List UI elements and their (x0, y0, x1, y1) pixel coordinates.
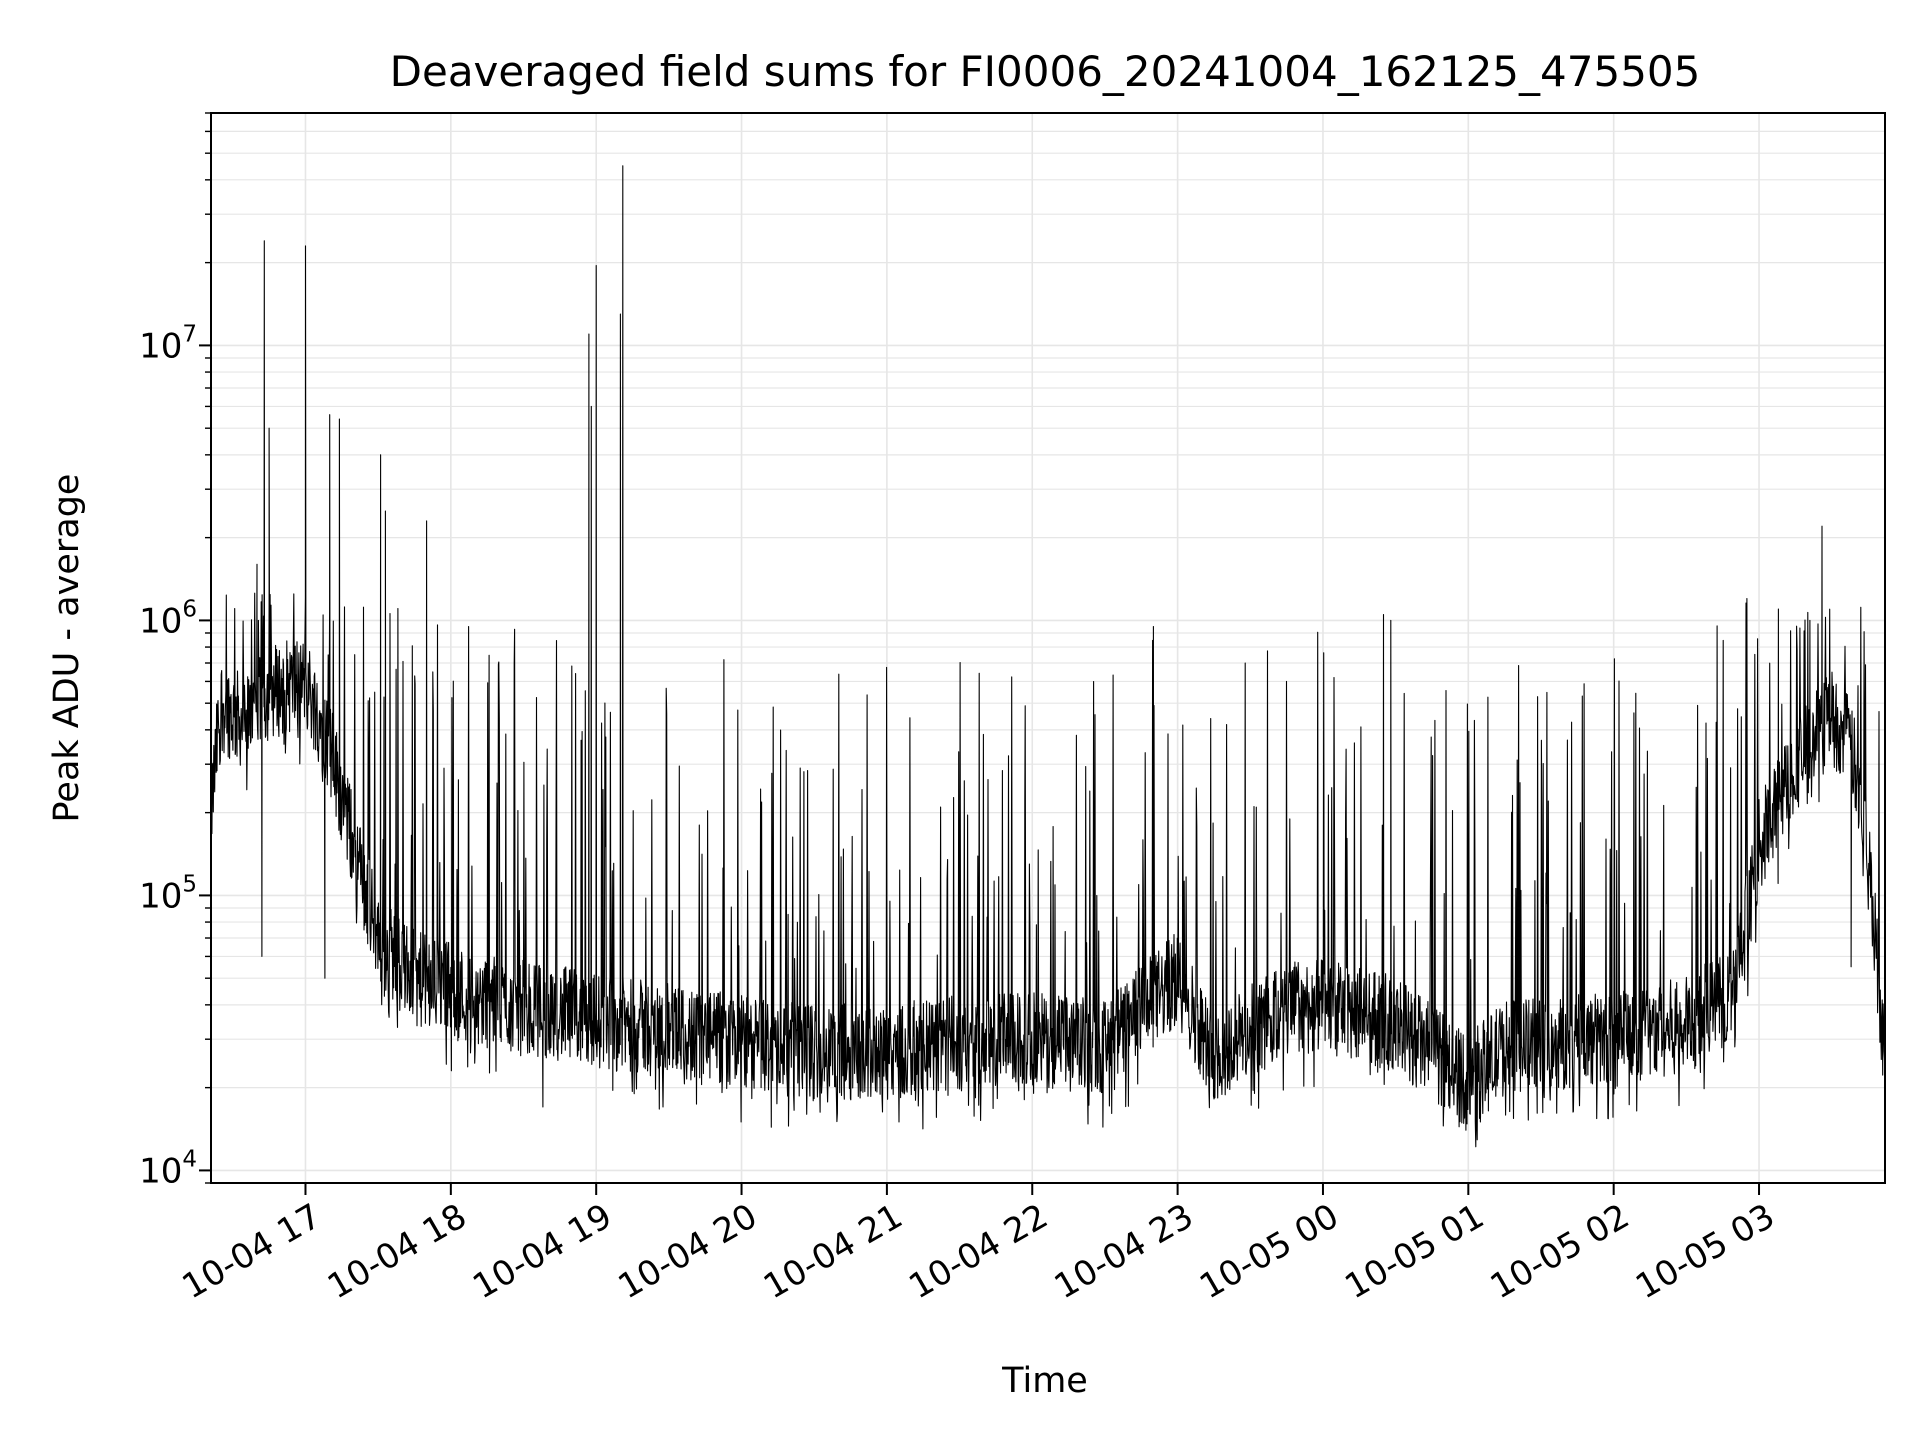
x-tick-label-0: 10-04 17 (176, 1196, 328, 1307)
x-tick-label-10: 10-05 03 (1629, 1196, 1781, 1307)
y-tick-label-0: 104 (139, 1146, 197, 1191)
y-axis-label: Peak ADU - average (47, 474, 87, 823)
x-tick-label-4: 10-04 21 (757, 1196, 909, 1307)
series-line (210, 165, 1886, 1148)
y-tick-label-3: 107 (139, 321, 197, 366)
x-tick-label-2: 10-04 19 (466, 1196, 618, 1307)
x-tick-label-7: 10-05 00 (1193, 1196, 1345, 1307)
x-tick-label-1: 10-04 18 (321, 1196, 473, 1307)
x-axis-label: Time (1001, 1361, 1088, 1401)
y-tick-label-2: 106 (139, 596, 197, 641)
x-tick-label-9: 10-05 02 (1484, 1196, 1636, 1307)
x-tick-label-5: 10-04 22 (902, 1196, 1054, 1307)
x-tick-label-3: 10-04 20 (612, 1196, 764, 1307)
series-path (210, 165, 1886, 1148)
x-tick-label-8: 10-05 01 (1338, 1196, 1490, 1307)
y-axis: 104 105 106 107 (139, 112, 211, 1191)
y-tick-label-1: 105 (139, 871, 197, 916)
chart-title: Deaveraged field sums for FI0006_2024100… (390, 47, 1701, 96)
x-tick-label-6: 10-04 23 (1048, 1196, 1200, 1307)
plot-frame (210, 112, 1886, 1184)
